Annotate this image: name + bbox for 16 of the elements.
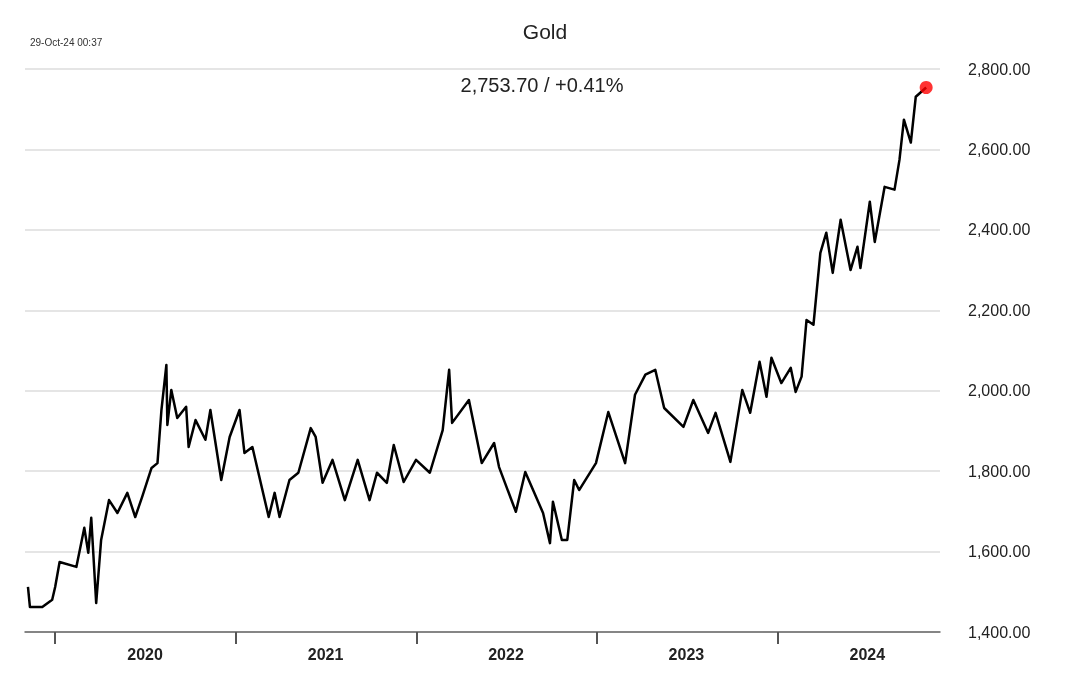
y-tick-label: 1,800.00 (968, 462, 1031, 480)
x-tick-label: 2024 (849, 645, 886, 663)
y-tick-label: 1,400.00 (968, 623, 1031, 641)
y-tick-label: 2,800.00 (968, 60, 1031, 78)
text: 29-Oct-24 00:37 (30, 36, 103, 48)
y-tick-label: 2,200.00 (968, 301, 1031, 319)
x-tick-label: 2022 (488, 645, 524, 663)
x-tick-label: 2023 (668, 645, 705, 663)
y-tick-label: 2,400.00 (968, 221, 1031, 239)
chart-subtitle: 2,753.70 / +0.41% (460, 74, 624, 96)
y-tick-label: 2,600.00 (968, 140, 1031, 158)
x-tick-label: 2020 (127, 645, 164, 663)
y-tick-label: 2,000.00 (968, 382, 1031, 400)
y-tick-label: 1,600.00 (968, 543, 1031, 561)
chart-title: Gold (522, 20, 568, 43)
x-tick-label: 2021 (307, 645, 344, 663)
